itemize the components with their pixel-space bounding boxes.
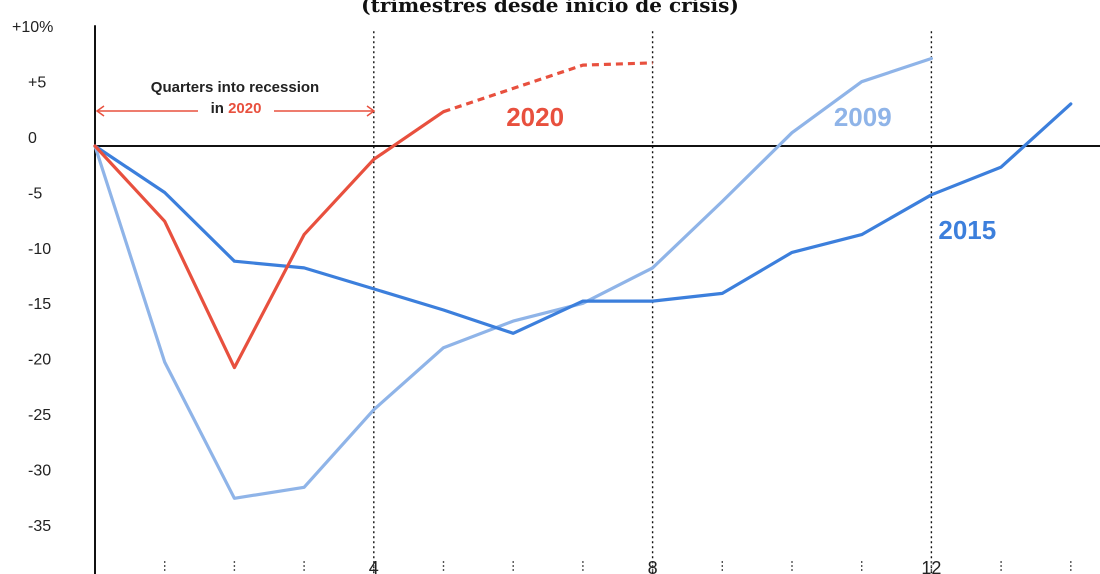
series-label-2020: 2020 <box>506 102 564 132</box>
y-tick-label: -20 <box>28 352 51 369</box>
x-tick-label: 8 <box>648 558 658 574</box>
annotation-line2: in 2020 <box>211 100 262 117</box>
y-tick-label: -30 <box>28 462 51 479</box>
annotation-line1: Quarters into recession <box>151 79 319 96</box>
y-tick-label: +10% <box>12 19 53 36</box>
y-tick-label: 0 <box>28 130 37 147</box>
annotation-arrowhead-right <box>366 105 376 117</box>
series-label-2009: 2009 <box>834 102 892 132</box>
grid <box>373 31 933 574</box>
annotation-arrowhead-left <box>95 105 105 117</box>
x-tick-label: 4 <box>369 558 379 574</box>
series-label-2015: 2015 <box>938 215 996 245</box>
series-projection-2020 <box>442 61 653 114</box>
y-tick-label: -35 <box>28 518 51 535</box>
y-tick-label: +5 <box>28 75 46 92</box>
y-tick-label: -15 <box>28 296 51 313</box>
y-tick-label: -10 <box>28 241 51 258</box>
x-axis-ticks: 4 8 12 <box>163 558 1072 574</box>
series-labels: 2020 2009 2015 <box>506 102 996 245</box>
series-line-2015 <box>93 102 1073 335</box>
axes <box>94 25 1100 574</box>
y-tick-label: -25 <box>28 407 51 424</box>
y-axis-ticks: +10% +5 0 -5 -10 -15 -20 -25 -30 -35 <box>12 19 53 535</box>
annotation-line2-year: 2020 <box>228 100 261 117</box>
series-line-2020 <box>93 110 446 370</box>
x-tick-label: 12 <box>921 558 941 574</box>
series <box>93 56 1073 500</box>
chart-subtitle: (trimestres desde inicio de crisis) <box>361 0 739 17</box>
series-line-2009 <box>93 56 934 500</box>
annotation-line2-prefix: in <box>211 100 229 117</box>
quarters-annotation: Quarters into recession in 2020 <box>95 79 376 117</box>
y-tick-label: -5 <box>28 185 42 202</box>
